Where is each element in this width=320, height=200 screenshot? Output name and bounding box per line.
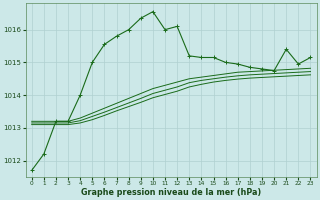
X-axis label: Graphe pression niveau de la mer (hPa): Graphe pression niveau de la mer (hPa) xyxy=(81,188,261,197)
